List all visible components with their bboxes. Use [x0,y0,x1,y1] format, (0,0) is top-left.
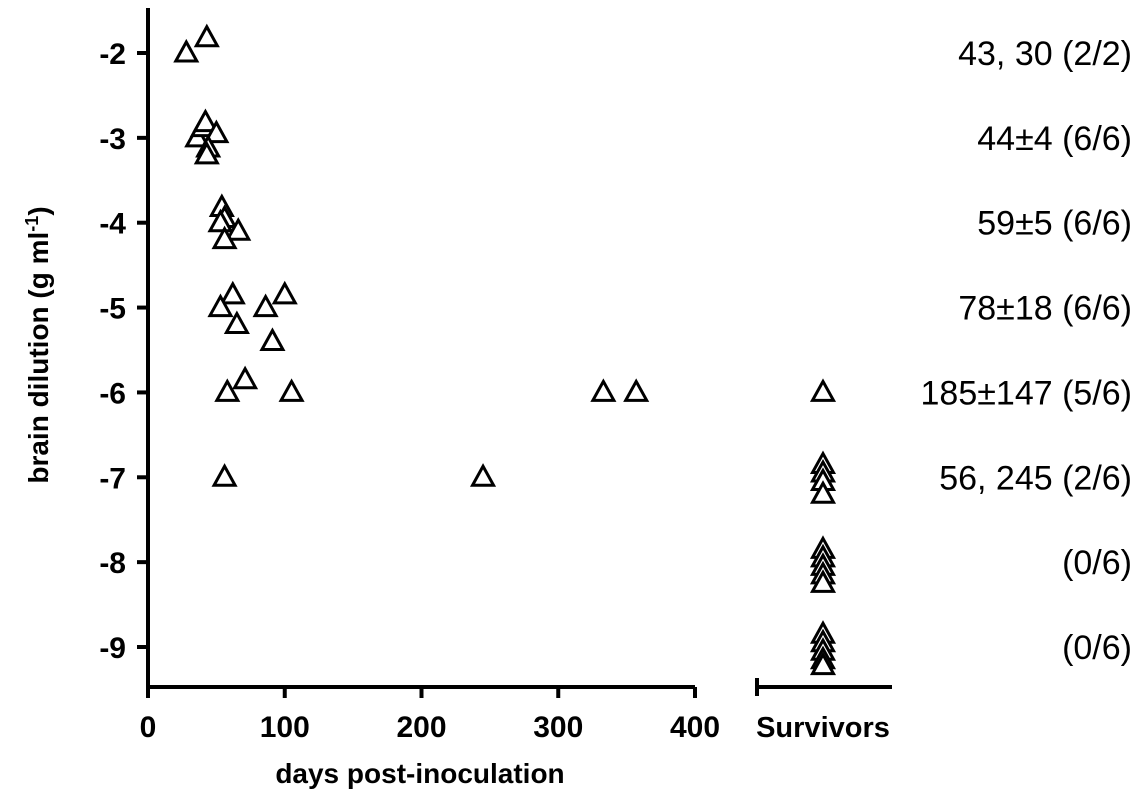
y-axis-label-main: brain dilution (g ml [23,232,54,484]
y-axis-label-sup: -1 [22,216,42,232]
y-axis-label-close: ) [23,206,54,215]
data-point-marker [219,280,246,305]
group-annotation: 59±5 (6/6) [977,205,1132,243]
annotations: 43, 30 (2/2) 44±4 (6/6) 59±5 (6/6) 78±18 (6… [921,35,1132,667]
ticks: -2 -3 -4 -5 -6 -7 -8 -9 0 100 200 300 400 [99,38,720,744]
y-tick-label: -7 [99,462,126,495]
group-annotation: (0/6) [1062,544,1132,582]
data-point-marker [211,225,238,250]
y-tick-label: -4 [99,208,126,241]
data-point-marker [207,293,234,318]
survivor-point-marker [809,480,837,504]
group-annotation: 78±18 (6/6) [958,290,1132,328]
axes [146,8,892,696]
y-tick-label: -9 [99,632,126,665]
x-tick-label: 400 [670,711,720,744]
data-point-marker [259,327,286,352]
survivor-point-marker [809,378,837,402]
data-point-marker [232,365,259,390]
y-tick-label: -3 [99,123,126,156]
data-point-marker [590,378,617,402]
data-point-marker [469,463,497,487]
data-point-marker [193,23,220,48]
x-tick-label: 0 [140,711,157,744]
group-annotation: (0/6) [1062,629,1132,667]
x-tick-label: 300 [533,711,583,744]
x-tick-label: 200 [396,711,446,744]
group-annotation: 56, 245 (2/6) [939,459,1132,497]
survivors-label: Survivors [756,712,890,744]
x-tick-label: 100 [260,711,310,744]
y-tick-label: -2 [99,38,126,71]
group-annotation: 185±147 (5/6) [921,374,1132,412]
data-point-marker [278,378,305,402]
survivor-points [809,378,837,676]
data-point-marker [211,463,238,487]
data-point-marker [214,378,241,402]
data-point-marker [193,140,220,165]
group-annotation: 44±4 (6/6) [977,120,1132,158]
survivor-point-marker [809,569,837,593]
data-point-marker [203,119,230,144]
x-axis-label: days post-inoculation [275,758,564,789]
y-tick-label: -5 [99,293,126,326]
data-points [173,23,650,487]
data-point-marker [207,208,234,233]
data-point-marker [192,108,219,133]
data-point-marker [223,310,250,335]
data-point-marker [271,280,298,305]
group-annotation: 43, 30 (2/2) [958,35,1132,73]
y-tick-label: -8 [99,547,126,580]
data-point-marker [225,217,252,241]
data-point-marker [252,293,279,318]
y-axis-label: brain dilution (g ml-1) [22,206,54,483]
data-point-marker [623,378,650,402]
y-tick-label: -6 [99,377,126,410]
data-point-marker [173,38,200,63]
survivor-point-marker [809,651,837,676]
